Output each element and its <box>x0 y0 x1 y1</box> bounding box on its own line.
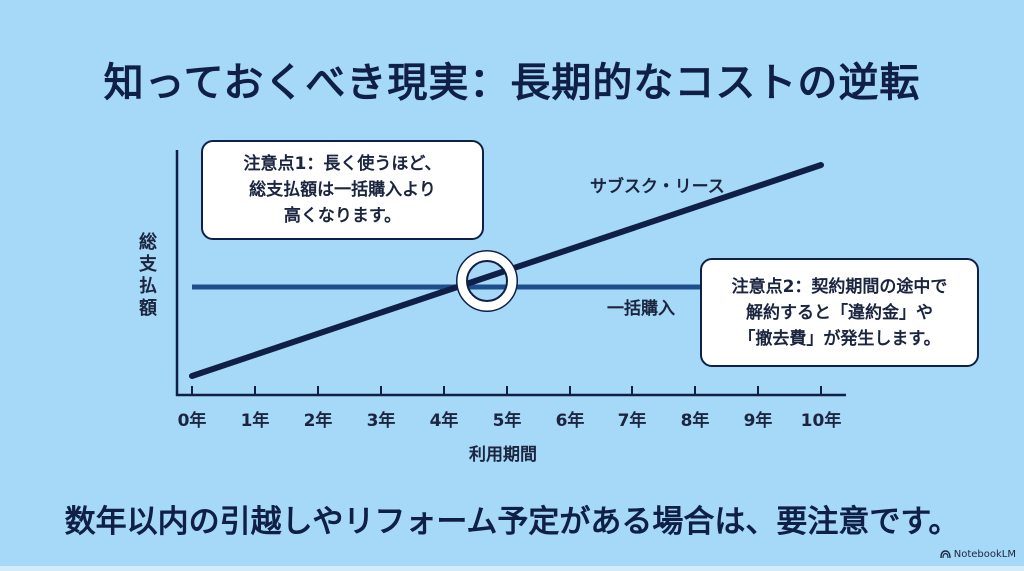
x-ticks <box>191 386 822 395</box>
x-tick-label: 6年 <box>555 411 585 431</box>
footer-brand-label: NotebookLM <box>953 549 1016 560</box>
series-label-subscription: サブスク・リース <box>590 177 725 197</box>
x-tick-label: 3年 <box>366 411 396 431</box>
bottom-strip <box>0 566 1024 571</box>
x-tick-label: 2年 <box>303 411 333 431</box>
x-tick-label: 5年 <box>492 411 522 431</box>
x-tick-label: 4年 <box>429 411 459 431</box>
callout-note-1: 注意点1：長く使うほど、 総支払額は一括購入より 高くなります。 <box>201 140 484 240</box>
footer-brand: NotebookLM <box>940 549 1016 560</box>
bottom-message: 数年以内の引越しやリフォーム予定がある場合は、要注意です。 <box>64 504 960 540</box>
y-axis-label: 総支払額 <box>139 232 157 319</box>
x-tick-label: 8年 <box>680 411 710 431</box>
x-tick-label: 7年 <box>617 411 647 431</box>
x-tick-label: 9年 <box>743 411 773 431</box>
x-tick-label: 10年 <box>800 411 842 431</box>
series-label-purchase: 一括購入 <box>607 299 675 319</box>
notebooklm-logo-icon <box>940 550 951 559</box>
callout-note-2: 注意点2：契約期間の途中で 解約すると「違約金」や 「撤去費」が発生します。 <box>700 258 979 367</box>
crossover-circle-icon <box>456 250 518 312</box>
x-tick-label: 0年 <box>177 411 207 431</box>
page-title: 知っておくべき現実：長期的なコストの逆転 <box>103 60 921 106</box>
x-tick-label: 1年 <box>240 411 270 431</box>
x-axis-label: 利用期間 <box>469 445 537 465</box>
